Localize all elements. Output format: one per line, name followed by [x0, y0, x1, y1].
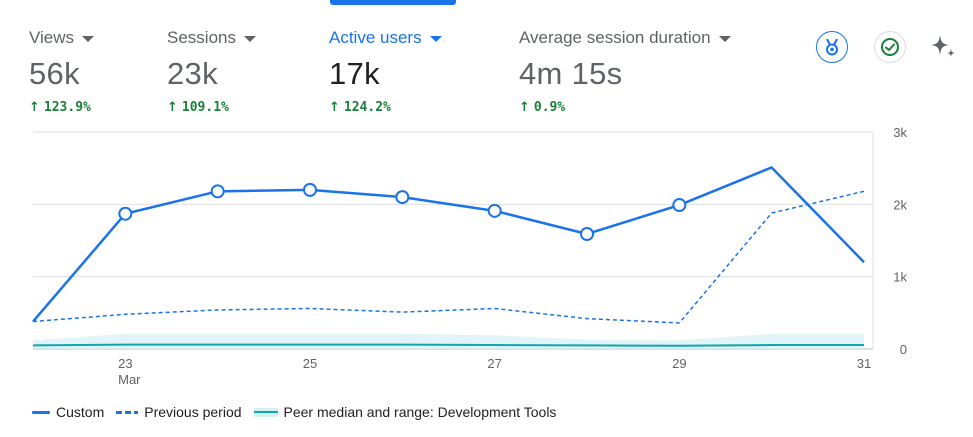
- legend-label-previous-period: Previous period: [144, 404, 242, 420]
- chevron-down-icon: [82, 36, 95, 42]
- previous-period-line: [32, 190, 865, 324]
- arrow-up-icon: ↑: [29, 100, 40, 115]
- x-tick-sublabel: Mar: [118, 372, 141, 387]
- metric-avg-session-duration-value: 4m 15s: [519, 56, 623, 91]
- custom-data-point: [303, 182, 317, 197]
- legend-swatch-solid: [32, 410, 50, 414]
- legend-swatch-dashed: [116, 410, 139, 414]
- legend-label-custom: Custom: [56, 404, 105, 420]
- metric-sessions[interactable]: Sessions 23k ↑ 109.1%: [167, 28, 256, 115]
- custom-series-line: [32, 166, 865, 323]
- legend-item-peer[interactable]: Peer median and range: Development Tools: [253, 404, 557, 420]
- metric-views-value: 56k: [29, 56, 80, 91]
- x-tick-label: 25: [303, 356, 317, 371]
- metric-avg-session-duration-label-text: Average session duration: [519, 28, 711, 47]
- metric-active-users[interactable]: Active users 17k ↑ 124.2%: [329, 28, 442, 115]
- metric-active-users-change: ↑ 124.2%: [329, 100, 442, 115]
- custom-data-point: [580, 226, 594, 241]
- metric-sessions-change-value: 109.1%: [181, 100, 229, 115]
- metric-views[interactable]: Views 56k ↑ 123.9%: [29, 28, 95, 115]
- sparkle-icon[interactable]: [927, 31, 959, 63]
- arrow-up-icon: ↑: [519, 100, 530, 115]
- custom-data-point: [672, 198, 687, 213]
- legend-item-previous-period[interactable]: Previous period: [116, 404, 242, 420]
- chart-grid: [33, 131, 874, 350]
- legend-item-custom[interactable]: Custom: [32, 404, 104, 420]
- y-tick-label: 0: [900, 342, 907, 357]
- metric-avg-session-duration-change: ↑ 0.9%: [519, 100, 731, 115]
- metric-active-users-label-text: Active users: [329, 28, 422, 47]
- metric-views-label-text: Views: [29, 28, 75, 47]
- chart-series: [32, 166, 865, 349]
- x-tick-label: 27: [487, 356, 501, 371]
- verified-button[interactable]: [874, 31, 906, 63]
- chevron-down-icon: [429, 36, 442, 42]
- y-tick-label: 2k: [893, 197, 907, 212]
- custom-data-point: [210, 184, 225, 199]
- custom-data-point: [395, 190, 410, 205]
- metric-views-change-value: 123.9%: [43, 100, 91, 115]
- metric-avg-session-duration-label[interactable]: Average session duration: [519, 28, 731, 48]
- legend-swatch-peer-band: [253, 407, 278, 417]
- legend-label-peer: Peer median and range: Development Tools: [283, 404, 557, 420]
- chart-legend: Custom Previous period Peer median and r…: [32, 404, 556, 420]
- chevron-down-icon: [718, 36, 731, 42]
- peer-median-line: [32, 343, 864, 347]
- medal-icon: [826, 38, 838, 56]
- x-tick-label: 31: [857, 356, 871, 371]
- metric-sessions-label-text: Sessions: [167, 28, 236, 47]
- metric-views-label[interactable]: Views: [29, 28, 95, 48]
- metric-sessions-change: ↑ 109.1%: [167, 100, 256, 115]
- metric-active-users-change-value: 124.2%: [343, 100, 391, 115]
- metric-active-users-value: 17k: [329, 56, 380, 91]
- chevron-down-icon: [243, 36, 256, 42]
- metric-avg-session-duration[interactable]: Average session duration 4m 15s ↑ 0.9%: [519, 28, 731, 115]
- custom-data-point: [118, 206, 133, 221]
- x-tick-label: 23: [118, 356, 132, 371]
- metric-views-change: ↑ 123.9%: [29, 100, 94, 115]
- metric-sessions-value: 23k: [167, 56, 218, 91]
- check-circle-icon: [881, 38, 899, 56]
- insights-button[interactable]: [816, 31, 848, 63]
- arrow-up-icon: ↑: [329, 100, 340, 115]
- x-tick-label: 29: [672, 356, 686, 371]
- metric-avg-session-duration-change-value: 0.9%: [533, 100, 566, 115]
- peer-range-band: [33, 333, 864, 349]
- y-tick-label: 1k: [893, 270, 907, 285]
- metric-active-users-label[interactable]: Active users: [329, 28, 442, 48]
- y-tick-label: 3k: [893, 125, 907, 140]
- custom-data-point: [487, 203, 502, 218]
- y-axis-tick-labels: 0 1k 2k 3k: [893, 125, 907, 357]
- metric-sessions-label[interactable]: Sessions: [167, 28, 256, 48]
- arrow-up-icon: ↑: [167, 100, 178, 115]
- active-tab-indicator: [330, 0, 456, 5]
